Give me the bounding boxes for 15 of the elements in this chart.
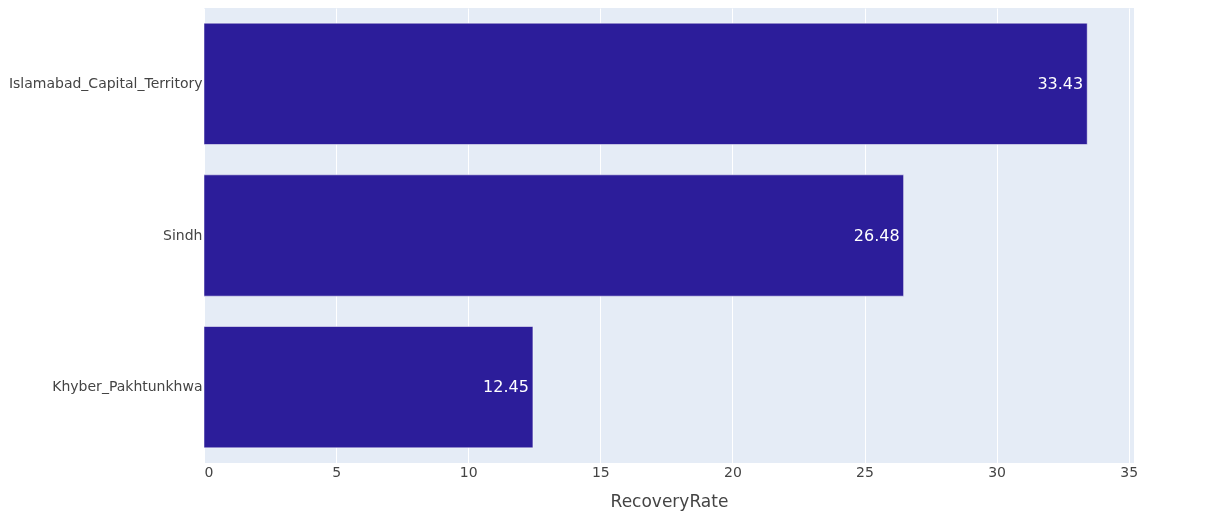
y-tick-label: Sindh (163, 226, 203, 243)
x-tick-label: 10 (459, 463, 478, 480)
x-tick-label: 0 (204, 463, 214, 480)
x-tick-label: 20 (724, 463, 742, 480)
y-tick-label: Khyber_Pakhtunkhwa (52, 378, 203, 395)
x-tick-label: 30 (988, 463, 1007, 480)
data-label: 33.43 (1037, 73, 1084, 93)
x-axis-title: RecoveryRate (610, 490, 729, 511)
x-tick-label: 5 (332, 463, 342, 480)
data-label: 12.45 (483, 377, 529, 397)
x-tick-label: 25 (856, 463, 874, 480)
x-tick-label: 15 (591, 463, 610, 480)
y-tick-label: Islamabad_Capital_Territory (8, 74, 203, 91)
x-tick-label: 35 (1120, 463, 1139, 480)
data-label: 26.48 (853, 225, 900, 245)
